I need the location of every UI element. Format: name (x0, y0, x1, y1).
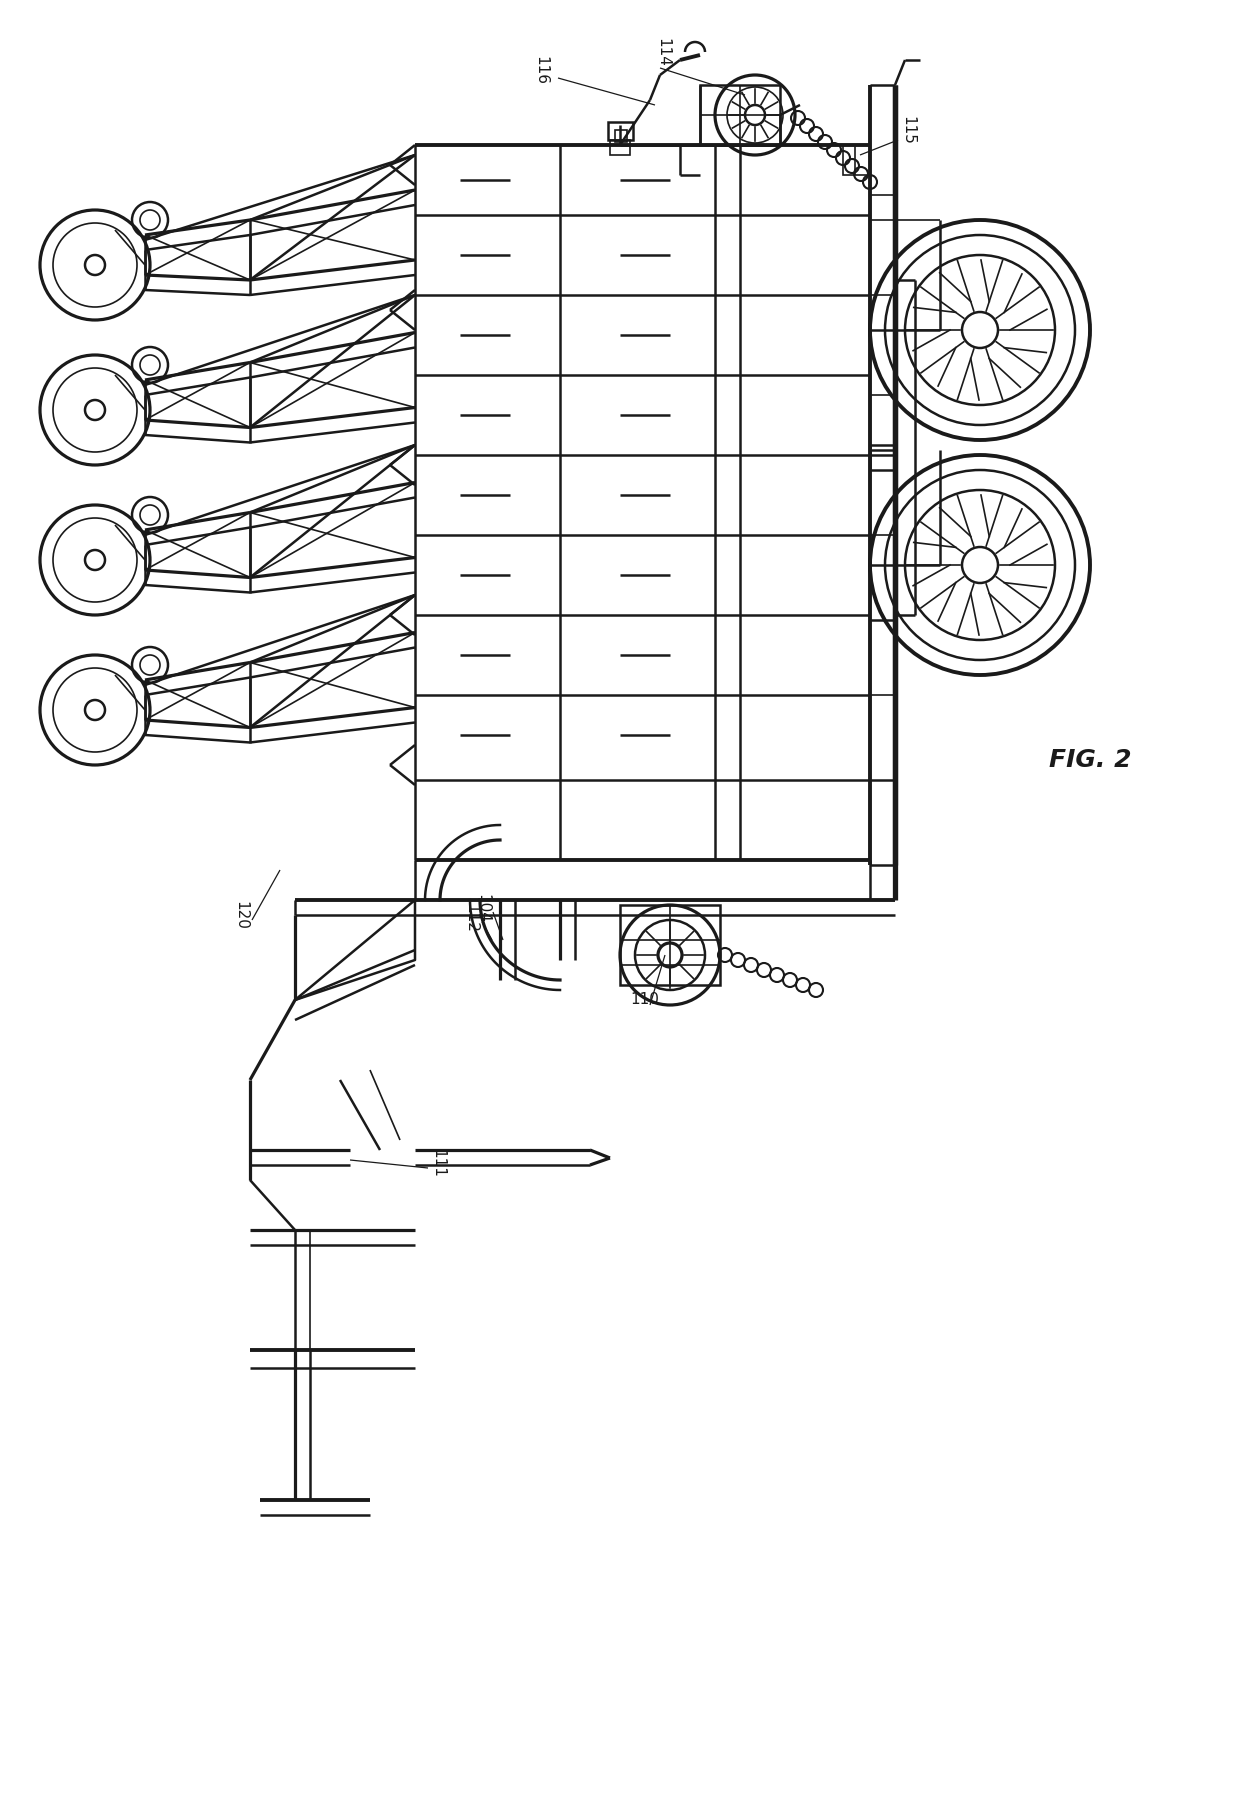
Bar (620, 905, 720, 985)
Bar (608, 122, 632, 140)
Text: 111: 111 (430, 1149, 445, 1178)
Text: FIG. 2: FIG. 2 (1049, 747, 1131, 773)
Text: 104: 104 (475, 894, 490, 922)
Bar (615, 131, 627, 142)
Bar (701, 85, 780, 145)
Text: 116: 116 (533, 56, 548, 84)
Text: 112: 112 (463, 904, 477, 933)
Bar (870, 445, 895, 471)
Text: 110: 110 (631, 993, 660, 1007)
Bar (843, 145, 870, 175)
Bar (610, 140, 630, 155)
Text: 115: 115 (900, 116, 915, 144)
Text: 120: 120 (233, 900, 248, 929)
Text: 114: 114 (655, 38, 670, 67)
